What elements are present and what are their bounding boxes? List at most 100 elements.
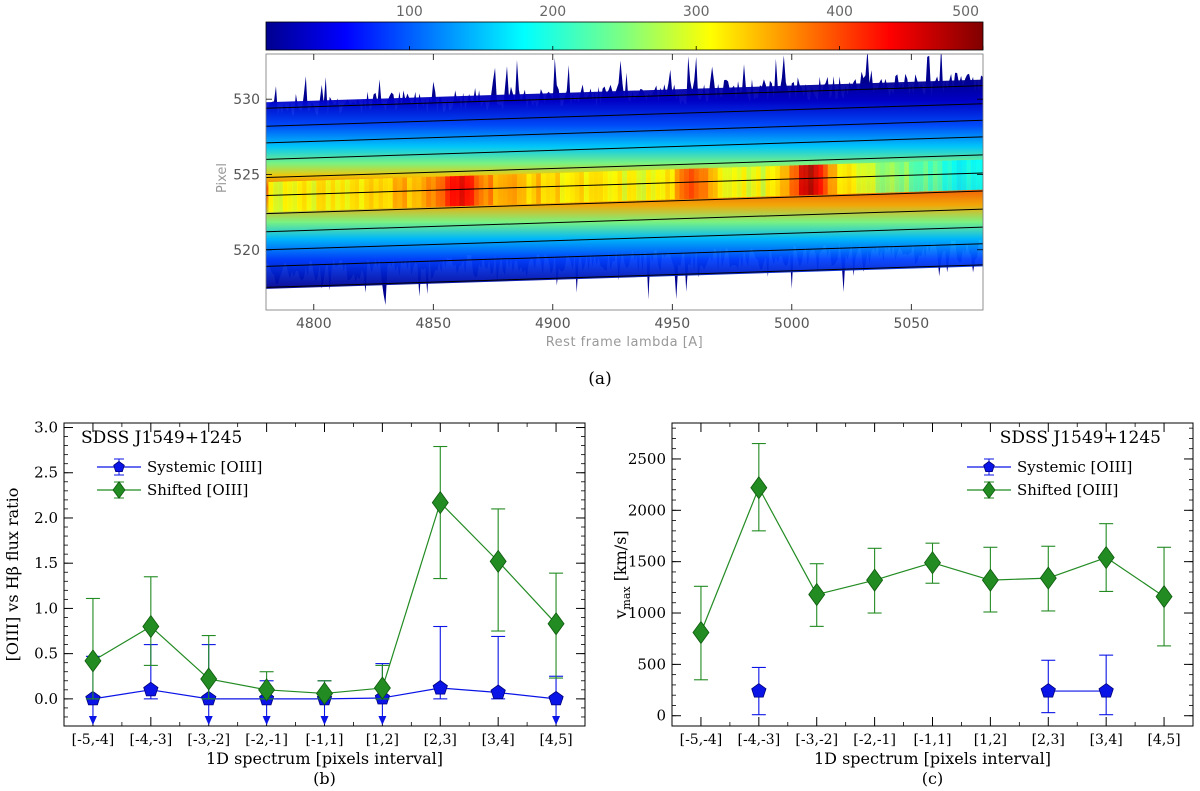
core-column [918,161,924,192]
core-column [655,169,661,200]
core-column [951,160,958,191]
series-pentagon [85,625,564,725]
y-tick-label: 500 [637,655,666,673]
x-tick-label: 4900 [535,316,571,332]
diamond-marker [200,667,218,691]
core-column [908,161,915,192]
y-tick-label: 2.0 [34,509,58,527]
colorbar-tick-label: 100 [396,4,423,20]
core-column [932,160,939,192]
core-column [574,172,580,203]
diamond-marker [692,620,710,645]
x-tick-label: [4,5] [539,732,572,748]
core-column [392,178,399,209]
core-column [770,166,776,197]
panel-c-vmax-chart: 0 500 1000 1500 2000 2500 [-5,-4] [-4,-3] [-3,-2… [611,422,1194,788]
core-column [727,167,733,198]
core-column [717,167,724,198]
core-column [875,162,881,193]
series-line-segment [816,579,875,596]
core-column [421,177,427,208]
pentagon-marker [143,681,159,697]
core-column [320,180,327,211]
core-column [536,173,542,204]
core-column [602,171,609,202]
x-tick-label: [-1,1] [914,732,952,748]
core-column [626,170,633,201]
x-axis-label: 1D spectrum [pixels interval] [206,749,443,768]
core-column [268,181,274,213]
y-axis-label: vmax [km/s] [611,530,633,619]
pentagon-marker [548,690,564,706]
core-column [454,176,461,207]
y-axis-label: Pixel [215,163,230,193]
core-column [674,169,681,200]
x-tick-label: [-2,-1] [853,732,896,748]
trace-line [266,264,983,288]
core-column [665,169,671,200]
y-tick-label: 0 [656,707,666,725]
core-column [411,177,418,208]
pentagon-marker [432,680,448,695]
core-column [512,174,518,205]
y-tick-label: 1.5 [34,554,58,572]
series-line-segment [382,687,441,699]
object-name: SDSS J1549+1245 [1000,428,1161,448]
diamond-marker [489,549,507,574]
x-tick-label: [-3,-2] [187,732,230,748]
core-column [966,159,972,191]
series-line-segment [92,625,152,662]
core-column [956,160,963,191]
y-tick-label: 2000 [628,501,666,519]
core-column [435,176,442,207]
x-tick-label: [-1,1] [306,732,344,748]
x-tick-label: 4850 [415,316,451,332]
x-tick-label: [-4,-3] [738,732,781,748]
core-column [550,173,556,204]
core-column [416,177,422,208]
y-tick-label: 0.5 [34,645,58,663]
core-column [607,171,614,202]
core-column [387,178,394,209]
trace-line [266,85,983,109]
core-column [450,176,456,207]
diamond-marker [373,676,391,700]
diamond-marker [431,490,449,515]
upper-limit-arrow [552,716,561,725]
x-tick-label: [-2,-1] [245,732,288,748]
series-line-segment [439,502,499,562]
core-column [822,164,829,195]
core-column [736,167,743,198]
x-tick-label: [1,2] [366,732,399,748]
diamond-marker [258,678,276,702]
core-column [402,177,408,208]
core-column [851,163,857,194]
core-column [473,175,480,206]
core-column [459,175,465,207]
core-column [397,177,403,208]
core-column [712,167,719,199]
y-tick-label: 1000 [628,604,666,622]
x-axis-label: Rest frame lambda [A] [546,335,704,350]
core-column [497,174,504,205]
x-tick-label: [2,3] [1032,732,1065,748]
y-tick-label: 2.5 [34,464,58,482]
core-column [507,174,513,205]
y-tick-label: 1.0 [34,599,58,617]
core-column [722,167,728,198]
series-line-segment [498,691,557,700]
core-column [861,163,867,194]
core-column [583,171,590,203]
x-tick-label: 4800 [296,316,332,332]
y-tick-label: 525 [233,167,260,183]
core-column [445,176,451,207]
diamond-marker [84,649,102,673]
core-column [301,180,308,211]
panel-label: (a) [588,369,611,389]
x-tick-label: 4950 [654,316,690,332]
core-column [880,162,886,193]
core-column [516,174,523,205]
core-column [798,165,805,196]
diamond-marker [112,481,126,499]
